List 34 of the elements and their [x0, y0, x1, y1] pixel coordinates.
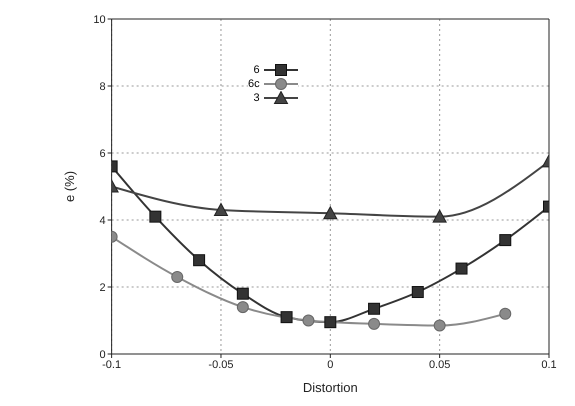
- x-tick-label: -0.1: [102, 358, 122, 371]
- x-axis-title: Distortion: [302, 380, 358, 395]
- point: [368, 318, 380, 330]
- point: [214, 202, 228, 216]
- point: [412, 286, 424, 298]
- x-tick-label: 0.05: [428, 358, 450, 371]
- y-tick-label: 8: [100, 80, 106, 93]
- point: [432, 210, 447, 223]
- y-tick-label: 6: [100, 148, 106, 160]
- x-tick-label: 0: [327, 358, 334, 371]
- legend-label: 6: [254, 64, 260, 76]
- y-tick-label: 10: [93, 14, 106, 26]
- point: [323, 206, 338, 220]
- point: [324, 316, 336, 328]
- point: [193, 254, 206, 266]
- point: [236, 288, 249, 300]
- legend-label: 3: [254, 92, 260, 104]
- x-tick-label: 0.1: [541, 358, 557, 371]
- y-tick-label: 4: [100, 214, 106, 227]
- legend-label: 6c: [248, 78, 260, 90]
- point: [499, 234, 512, 246]
- point: [236, 301, 249, 314]
- point: [456, 262, 468, 275]
- y-tick-label: 2: [100, 282, 106, 294]
- x-tick-label: -0.05: [208, 358, 234, 371]
- point: [368, 302, 380, 315]
- point: [280, 311, 293, 324]
- point: [499, 308, 512, 320]
- point: [302, 314, 314, 326]
- y-tick-label: 0: [100, 348, 106, 361]
- point: [171, 270, 184, 283]
- point: [149, 210, 162, 223]
- y-axis-title: e (%): [62, 170, 78, 202]
- point: [434, 320, 446, 332]
